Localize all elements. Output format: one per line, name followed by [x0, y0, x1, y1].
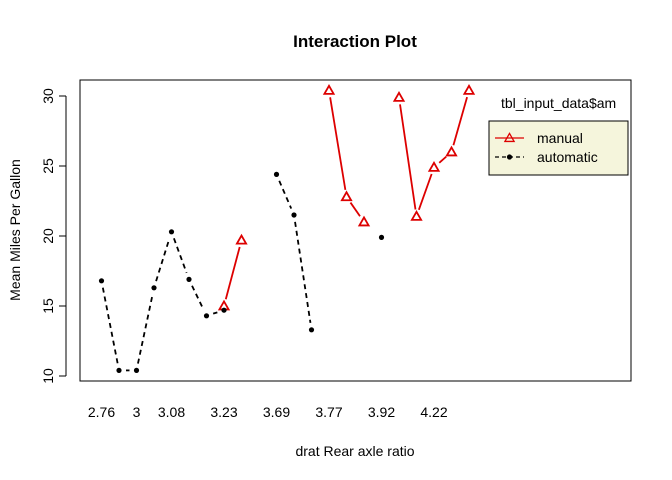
data-point: [168, 229, 175, 235]
data-point: [308, 327, 315, 333]
data-point: [116, 367, 122, 373]
data-point: [221, 307, 227, 313]
data-point: [357, 215, 371, 227]
data-point: [410, 209, 423, 221]
data-point: [427, 160, 441, 172]
data-point: [273, 171, 280, 177]
y-tick-label: 15: [40, 298, 56, 314]
x-tick-label: 2.76: [88, 404, 115, 420]
series-line-segment: [137, 294, 154, 364]
plot-area-frame: [79, 79, 632, 382]
series-line-segment: [155, 238, 171, 282]
data-point: [322, 83, 336, 95]
legend: tbl_input_data$am manual automatic: [488, 95, 629, 176]
data-point: [392, 90, 406, 102]
x-tick-label: 4.22: [420, 404, 447, 420]
series-line-segment: [173, 238, 188, 274]
series-line-segment: [191, 285, 205, 310]
series-line-segment: [418, 173, 433, 211]
data-point: [235, 233, 248, 245]
series-line-segment: [101, 287, 119, 364]
data-point: [98, 278, 105, 284]
series-manual: [217, 83, 476, 311]
series-line-segment: [224, 246, 241, 300]
legend-label: manual: [537, 130, 583, 146]
data-point: [378, 234, 385, 240]
x-tick-label: 3: [133, 404, 141, 420]
legend-box: [488, 120, 629, 176]
series-line-segment: [349, 202, 361, 217]
series-line-segment: [452, 96, 468, 146]
data-point: [133, 367, 140, 373]
x-axis: 2.76 3 3.08 3.23 3.69 3.77 3.92 4.22: [88, 404, 448, 420]
x-axis-label: drat Rear axle ratio: [295, 443, 414, 459]
series-line-segment: [399, 104, 417, 210]
data-point: [462, 83, 476, 95]
data-point: [203, 313, 210, 319]
x-tick-label: 3.69: [263, 404, 290, 420]
data-point: [340, 190, 353, 202]
y-axis: 10 15 20 25 30: [40, 88, 67, 384]
series-line-segment: [438, 155, 447, 164]
series-line-segment: [278, 180, 293, 209]
x-tick-label: 3.77: [315, 404, 342, 420]
data-point: [186, 276, 192, 282]
data-point: [445, 145, 458, 157]
legend-entries: manual automatic: [495, 130, 598, 165]
y-tick-label: 30: [40, 88, 56, 104]
data-point: [151, 285, 157, 291]
legend-label: automatic: [537, 149, 598, 165]
legend-title: tbl_input_data$am: [501, 95, 616, 111]
y-tick-label: 20: [40, 228, 56, 244]
series-line-segment: [329, 97, 347, 191]
x-tick-label: 3.23: [210, 404, 237, 420]
series-line-segment: [294, 221, 312, 324]
series-automatic: [98, 171, 385, 373]
legend-marker: [503, 132, 516, 143]
y-tick-label: 10: [40, 368, 56, 384]
x-tick-label: 3.92: [368, 404, 395, 420]
x-tick-label: 3.08: [158, 404, 185, 420]
y-tick-label: 25: [40, 158, 56, 174]
legend-marker: [506, 154, 513, 160]
y-axis-label: Mean Miles Per Gallon: [7, 159, 23, 301]
series-line-segment: [212, 311, 218, 315]
data-point: [291, 212, 297, 218]
series-layer: [98, 83, 476, 373]
chart-title: Interaction Plot: [293, 32, 417, 51]
